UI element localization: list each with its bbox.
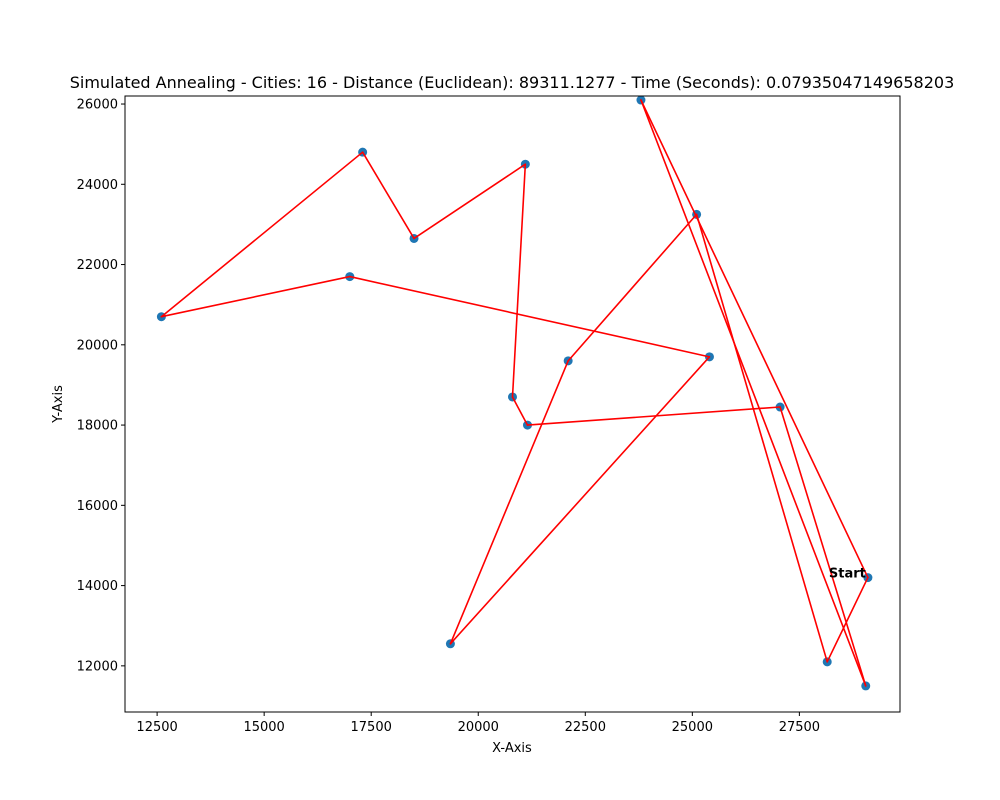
x-tick-label: 12500 [136, 720, 177, 735]
x-axis: 12500 15000 17500 20000 22500 25000 27500 [136, 712, 820, 735]
route-segment [361, 151, 415, 240]
route-segment [160, 151, 364, 318]
route-segment [826, 576, 869, 663]
x-tick-label: 20000 [458, 720, 499, 735]
route-segment [413, 163, 527, 240]
route-segment [449, 356, 711, 645]
y-tick-label: 18000 [77, 419, 118, 434]
route-segment [567, 213, 698, 362]
route-segment [640, 99, 869, 579]
route-segment [526, 406, 781, 426]
plot-frame [124, 95, 901, 713]
y-axis-label: Y-Axis [51, 385, 66, 424]
y-tick-label: 20000 [77, 338, 118, 353]
chart-title: Simulated Annealing - Cities: 16 - Dista… [70, 73, 955, 92]
route-segment [779, 406, 867, 687]
y-tick-label: 14000 [77, 579, 118, 594]
y-tick-label: 16000 [77, 499, 118, 514]
route-segment [640, 99, 867, 687]
y-tick-label: 24000 [77, 178, 118, 193]
x-tick-label: 22500 [565, 720, 606, 735]
x-tick-label: 15000 [243, 720, 284, 735]
route-segment [511, 163, 527, 398]
route-segment [511, 396, 529, 426]
x-tick-label: 25000 [672, 720, 713, 735]
x-tick-label: 17500 [351, 720, 392, 735]
route-segment [695, 213, 829, 663]
route-segment [449, 360, 569, 645]
y-tick-label: 22000 [77, 258, 118, 273]
y-tick-label: 26000 [77, 98, 118, 113]
route-segment [160, 275, 351, 318]
route-segment [348, 275, 711, 358]
y-axis: 12000 14000 16000 18000 20000 22000 24000 26000 [77, 98, 125, 674]
start-annotation: Start [829, 567, 866, 582]
y-tick-label: 12000 [77, 659, 118, 674]
x-tick-label: 27500 [779, 720, 820, 735]
x-axis-label: X-Axis [492, 741, 532, 756]
plot-area: Start [156, 95, 873, 691]
